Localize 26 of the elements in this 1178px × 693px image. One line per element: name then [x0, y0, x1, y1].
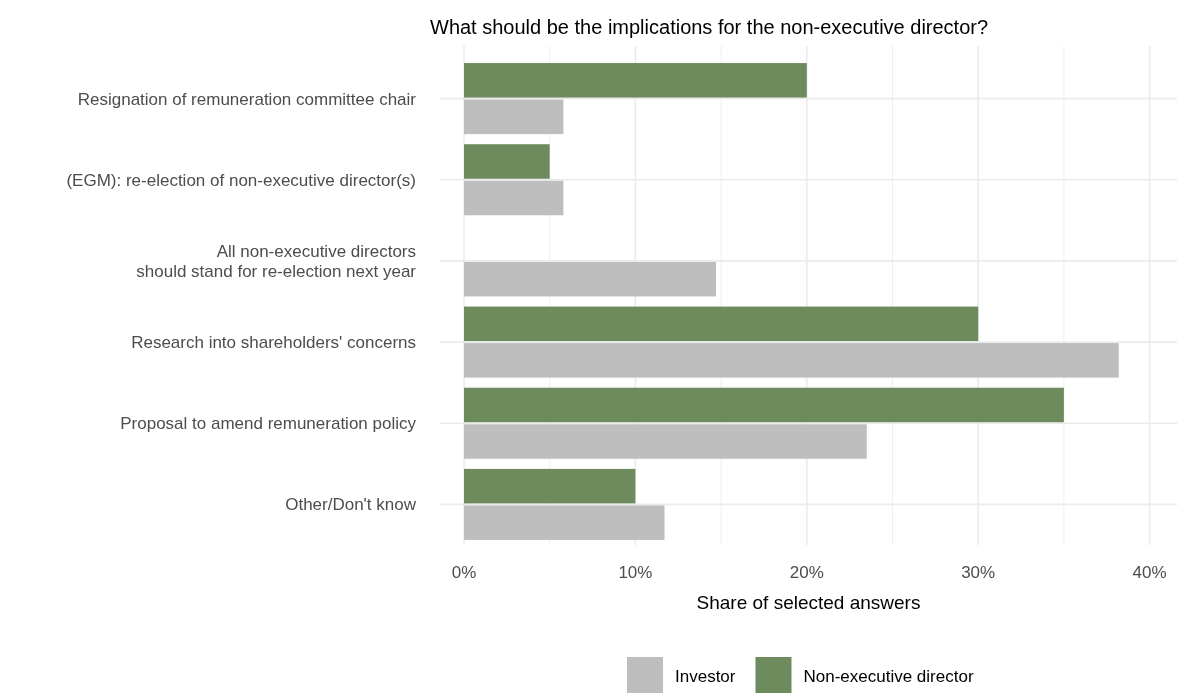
- bar: [464, 63, 807, 98]
- y-tick-label: Proposal to amend remuneration policy: [120, 414, 417, 434]
- bar: [464, 424, 867, 459]
- bar: [464, 180, 564, 216]
- y-tick-label: All non-executive directors should stand for re-election next year: [136, 241, 417, 281]
- bar: [464, 343, 1119, 378]
- bar: [464, 144, 550, 179]
- x-tick-label: 30%: [961, 563, 996, 582]
- bar: [464, 505, 665, 540]
- legend-label: Investor: [675, 667, 736, 686]
- x-tick-label: 20%: [789, 563, 824, 582]
- bar: [464, 306, 979, 342]
- y-tick-label: Other/Don't know: [285, 495, 417, 515]
- legend-label: Non-executive director: [803, 667, 974, 686]
- bar: [464, 468, 636, 504]
- x-axis-title: Share of selected answers: [696, 592, 921, 613]
- y-tick-label: (EGM): re-election of non-executive director(s): [66, 170, 416, 190]
- y-tick-label: Research into shareholders' concerns: [131, 333, 416, 353]
- chart-title: What should be the implications for the non-executive director?: [430, 16, 989, 38]
- x-tick-label: 40%: [1132, 563, 1167, 582]
- x-tick-label: 10%: [618, 563, 653, 582]
- x-tick-label: 0%: [451, 563, 477, 582]
- y-tick-label: Resignation of remuneration committee chair: [77, 89, 417, 109]
- bar: [464, 387, 1064, 423]
- bar: [464, 99, 564, 135]
- bar: [464, 261, 716, 297]
